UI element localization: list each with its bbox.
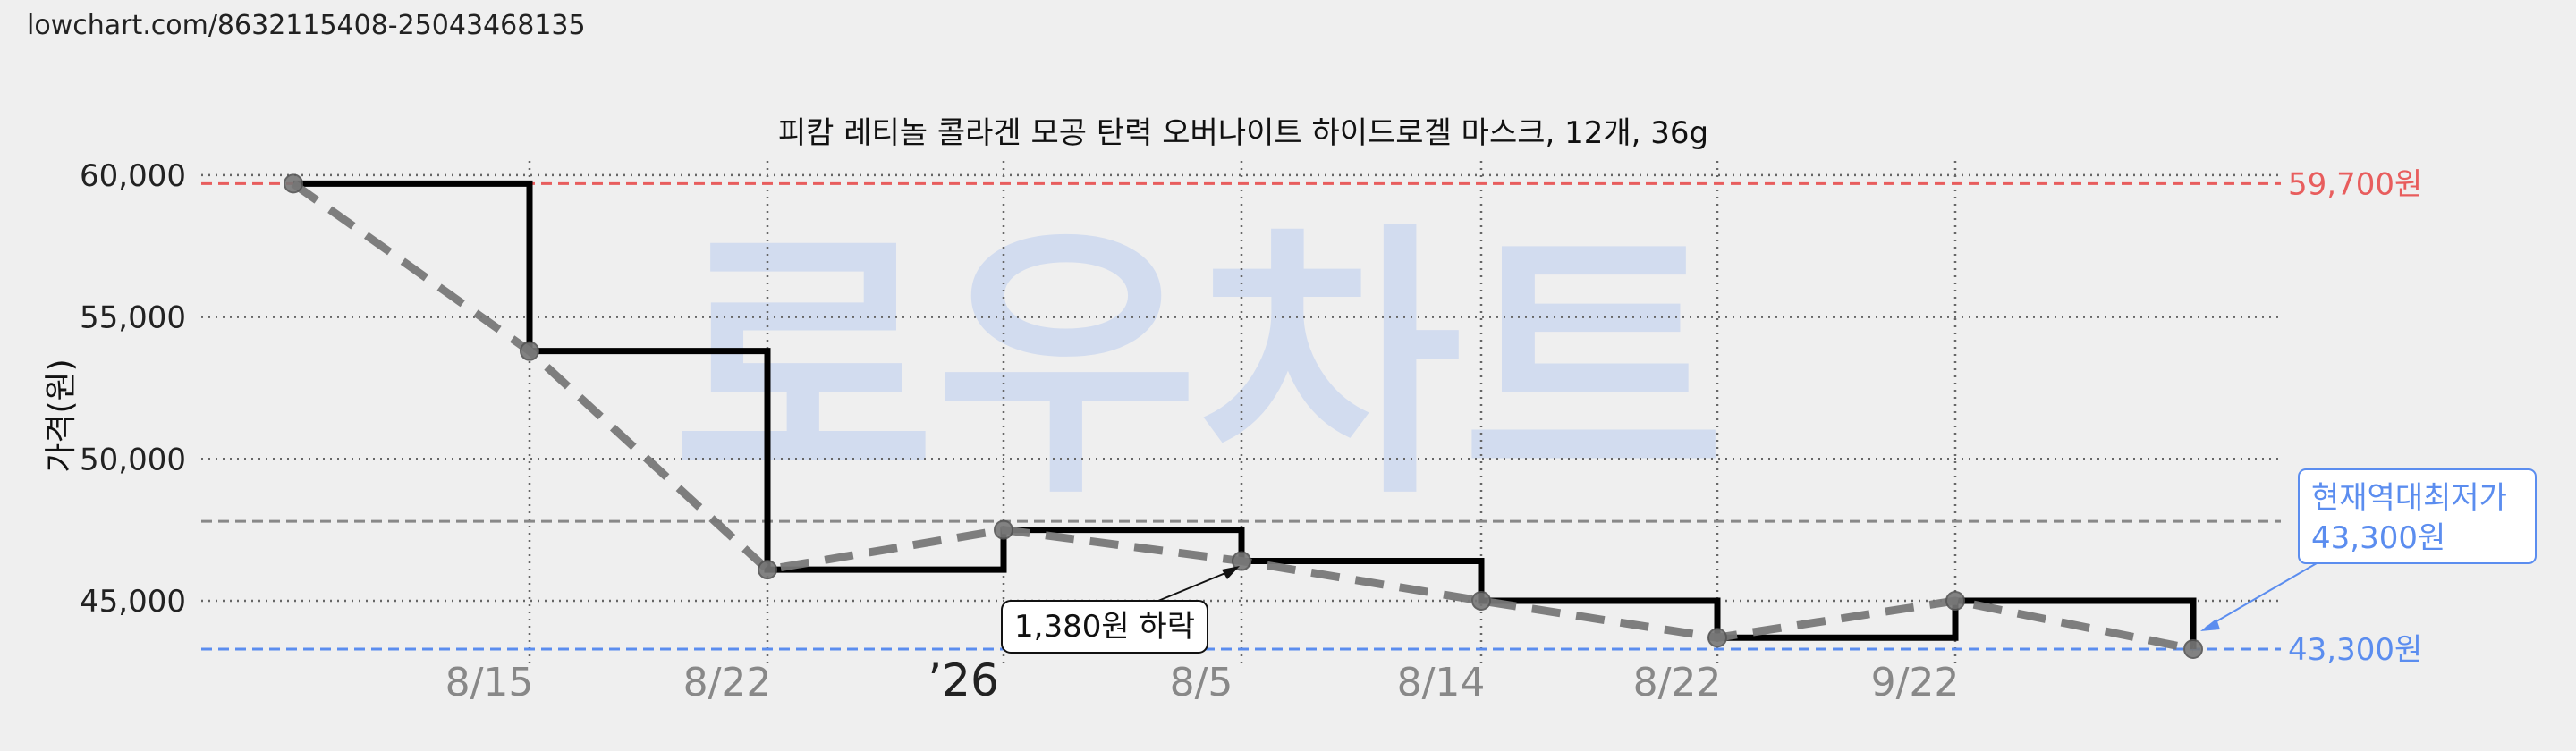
y-tick-label: 60,000 bbox=[80, 158, 186, 194]
chart-title: 피캄 레티놀 콜라겐 모공 탄력 오버나이트 하이드로겔 마스크, 12개, 3… bbox=[778, 115, 1708, 151]
annotation-arrowhead bbox=[1222, 566, 1240, 579]
x-tick-label: 8/15 bbox=[445, 660, 534, 705]
y-tick-label: 50,000 bbox=[80, 442, 186, 477]
data-point bbox=[1707, 628, 1727, 648]
x-tick-label: 8/14 bbox=[1397, 660, 1486, 705]
data-point bbox=[1945, 590, 1965, 611]
x-tick-label: 8/5 bbox=[1170, 660, 1233, 705]
y-axis-label: 가격(원) bbox=[43, 359, 80, 472]
data-point bbox=[520, 341, 539, 361]
callout-arrow bbox=[2205, 562, 2318, 629]
callout-line2: 43,300원 bbox=[2311, 520, 2445, 556]
x-tick-label: ’26 bbox=[928, 654, 999, 706]
data-point bbox=[2183, 638, 2203, 659]
callout-arrowhead bbox=[2200, 619, 2220, 631]
data-point bbox=[758, 560, 777, 580]
annotation-group: 1,380원 하락 현재역대최저가 43,300원 bbox=[1001, 468, 2537, 654]
url-text: lowchart.com/8632115408-25043468135 bbox=[27, 10, 586, 41]
series-group bbox=[284, 173, 2203, 659]
x-tick-labels: 8/15 8/22 ’26 8/5 8/14 8/22 9/22 bbox=[445, 654, 1960, 706]
x-tick-label: 8/22 bbox=[1633, 660, 1722, 705]
data-point bbox=[994, 519, 1013, 540]
annotation-box bbox=[1001, 600, 1208, 654]
annotation-arrow bbox=[1157, 568, 1237, 602]
y-tick-labels: 45,000 50,000 55,000 60,000 bbox=[80, 158, 186, 620]
reference-line-label: 59,700원 bbox=[2288, 166, 2422, 202]
callout-line1: 현재역대최저가 bbox=[2311, 480, 2507, 516]
callout-box bbox=[2298, 468, 2537, 564]
data-point bbox=[1232, 551, 1251, 571]
x-tick-label: 8/22 bbox=[683, 660, 772, 705]
data-point bbox=[1471, 590, 1491, 611]
y-tick-label: 55,000 bbox=[80, 300, 186, 336]
watermark: 로우차트 bbox=[672, 200, 1725, 533]
reference-lines: 59,700원 43,300원 bbox=[201, 166, 2422, 668]
y-tick-label: 45,000 bbox=[80, 584, 186, 620]
data-point bbox=[284, 173, 303, 194]
x-tick-label: 9/22 bbox=[1871, 660, 1960, 705]
annotation-text: 1,380원 하락 bbox=[1014, 609, 1195, 645]
reference-line-label: 43,300원 bbox=[2288, 632, 2422, 668]
